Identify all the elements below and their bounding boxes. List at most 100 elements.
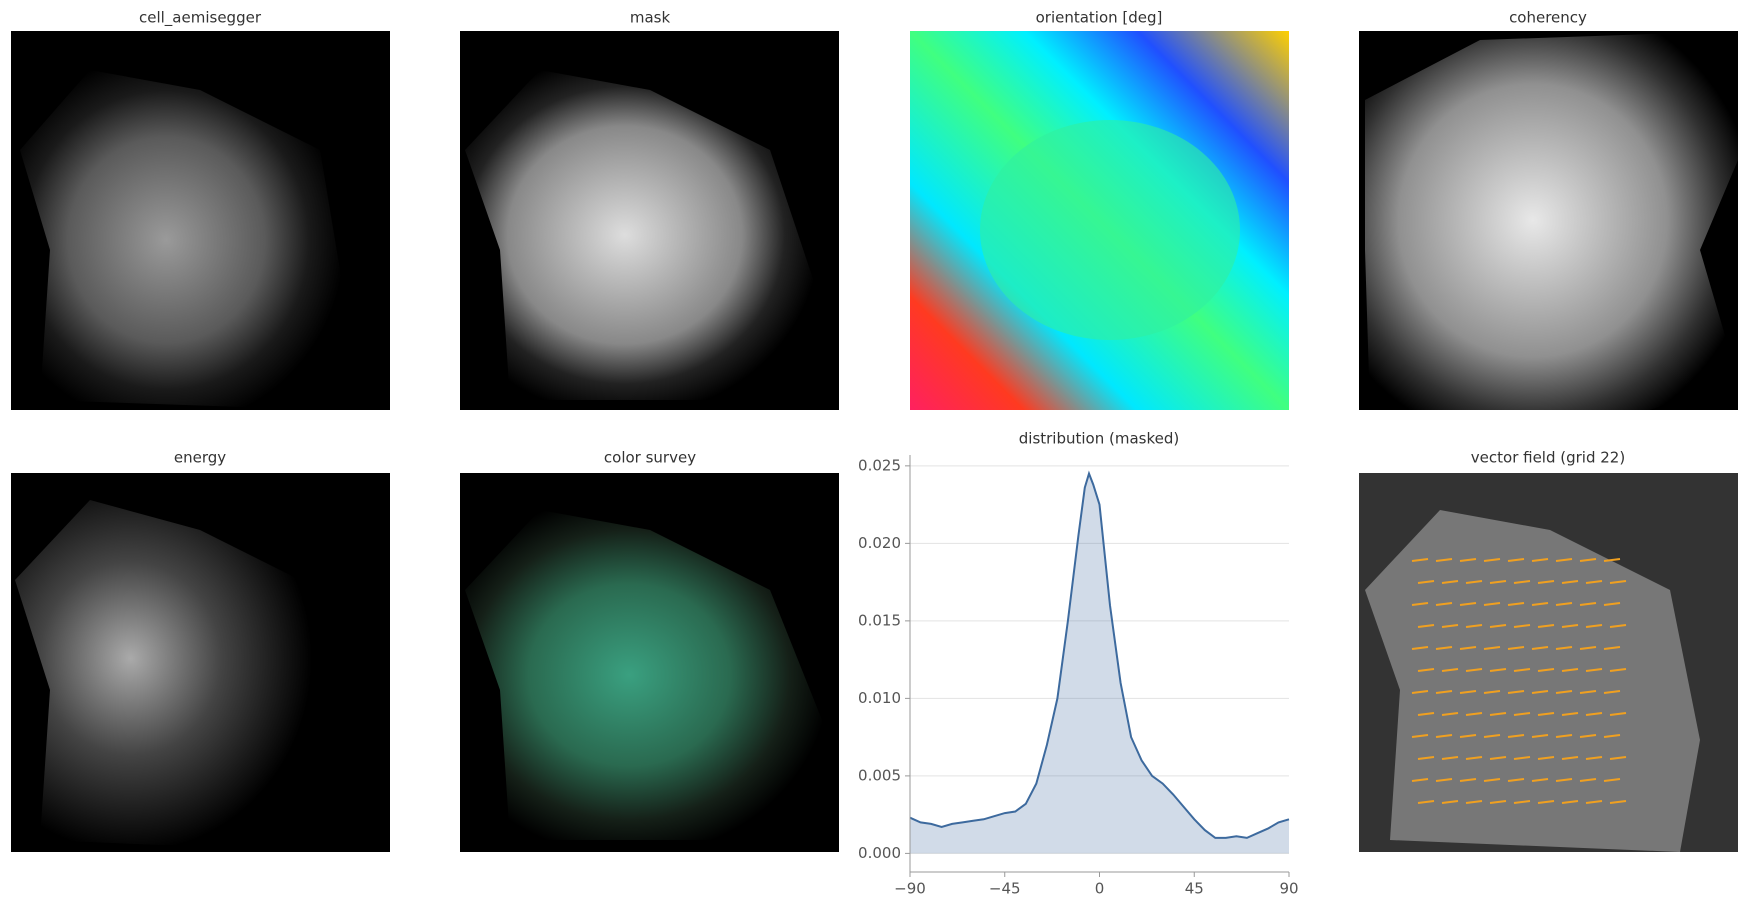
arrow <box>1489 712 1507 716</box>
panel-title: orientation [deg] <box>1036 9 1163 27</box>
arrow <box>1465 712 1483 716</box>
arrow <box>1585 580 1603 584</box>
arrow <box>1507 602 1525 606</box>
arrow <box>1603 602 1621 606</box>
panel-mask: mask <box>460 9 839 410</box>
panel-vector: vector field (grid 22) <box>1359 449 1738 852</box>
arrow <box>1441 668 1459 672</box>
arrow <box>1489 624 1507 628</box>
arrow <box>1531 734 1549 738</box>
arrow <box>1537 624 1555 628</box>
arrow <box>1609 712 1627 716</box>
arrow <box>1411 778 1429 782</box>
arrow <box>1483 558 1501 562</box>
arrow <box>1585 624 1603 628</box>
panel-title: coherency <box>1509 9 1587 27</box>
arrow <box>1435 734 1453 738</box>
arrow <box>1609 756 1627 760</box>
chart-title: distribution (masked) <box>1019 430 1179 448</box>
arrow <box>1603 778 1621 782</box>
arrow <box>1435 646 1453 650</box>
arrow <box>1537 800 1555 804</box>
arrow <box>1513 668 1531 672</box>
mask-shape <box>465 70 820 400</box>
arrow <box>1459 646 1477 650</box>
energy-shape <box>15 500 345 852</box>
coherency-shape <box>1365 31 1738 410</box>
arrow <box>1483 602 1501 606</box>
arrow <box>1579 646 1597 650</box>
arrow <box>1411 646 1429 650</box>
arrow <box>1441 756 1459 760</box>
y-tick-label: 0.005 <box>858 766 901 784</box>
arrow <box>1441 624 1459 628</box>
arrow <box>1537 756 1555 760</box>
arrow <box>1459 558 1477 562</box>
arrow <box>1603 558 1621 562</box>
arrow <box>1417 580 1435 584</box>
arrow <box>1561 624 1579 628</box>
arrow <box>1417 712 1435 716</box>
arrow <box>1585 800 1603 804</box>
arrow <box>1513 580 1531 584</box>
cell-shape <box>20 70 345 410</box>
arrow <box>1507 646 1525 650</box>
arrow <box>1579 734 1597 738</box>
line <box>909 470 1290 839</box>
arrow <box>1459 690 1477 694</box>
arrow <box>1513 756 1531 760</box>
arrow <box>1465 756 1483 760</box>
arrow <box>1489 756 1507 760</box>
arrow <box>1435 778 1453 782</box>
panel-coherency: coherency <box>1359 9 1738 410</box>
arrow <box>1465 800 1483 804</box>
arrow <box>1561 668 1579 672</box>
arrow <box>1465 624 1483 628</box>
arrow <box>1609 580 1627 584</box>
arrow <box>1513 624 1531 628</box>
arrow <box>1555 778 1573 782</box>
orientation-core <box>980 120 1240 340</box>
distribution-chart: distribution (masked) 0.000 0.005 0.010 0.0… <box>858 430 1299 898</box>
vector-cell <box>1365 510 1700 852</box>
arrow <box>1555 690 1573 694</box>
panel-title: color survey <box>604 449 696 467</box>
arrow <box>1531 690 1549 694</box>
arrow <box>1489 668 1507 672</box>
vector-arrows <box>1411 558 1627 804</box>
x-tick-label: 45 <box>1185 880 1204 898</box>
arrow <box>1531 602 1549 606</box>
arrow <box>1561 712 1579 716</box>
panel-title: mask <box>630 9 671 27</box>
arrow <box>1483 646 1501 650</box>
arrow <box>1555 646 1573 650</box>
x-tick-label: −45 <box>989 880 1021 898</box>
arrow <box>1561 580 1579 584</box>
arrow <box>1411 690 1429 694</box>
y-tick-label: 0.015 <box>858 611 901 629</box>
panel-title: energy <box>174 449 226 467</box>
arrow <box>1411 558 1429 562</box>
arrow <box>1513 800 1531 804</box>
arrow <box>1537 580 1555 584</box>
arrow <box>1555 734 1573 738</box>
y-tick-label: 0.000 <box>858 844 901 862</box>
arrow <box>1579 602 1597 606</box>
arrow <box>1435 558 1453 562</box>
panel-orientation: orientation [deg] <box>910 9 1289 410</box>
arrow <box>1417 800 1435 804</box>
arrow <box>1507 690 1525 694</box>
arrow <box>1441 800 1459 804</box>
arrow <box>1603 734 1621 738</box>
x-tick-label: 90 <box>1279 880 1298 898</box>
arrow <box>1459 778 1477 782</box>
arrow <box>1585 756 1603 760</box>
arrow <box>1585 668 1603 672</box>
arrow <box>1513 712 1531 716</box>
arrow <box>1459 602 1477 606</box>
arrow <box>1435 690 1453 694</box>
arrow <box>1609 668 1627 672</box>
x-tick-label: 0 <box>1095 880 1105 898</box>
arrow <box>1579 558 1597 562</box>
